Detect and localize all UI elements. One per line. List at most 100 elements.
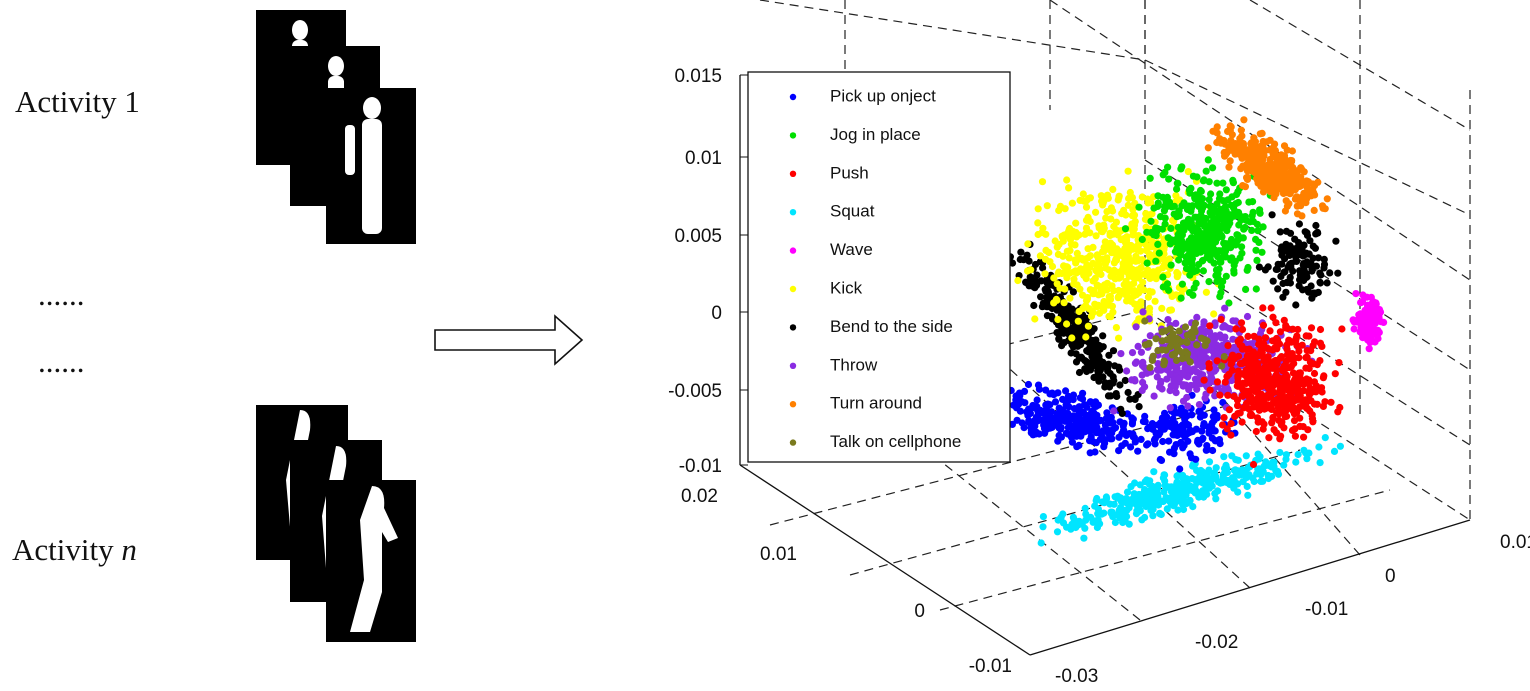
- point: [1332, 370, 1339, 377]
- point: [1135, 343, 1142, 350]
- silhouettes-1: [256, 10, 416, 244]
- point: [1240, 226, 1247, 233]
- point: [1324, 279, 1331, 286]
- point: [1337, 443, 1344, 450]
- point: [1225, 371, 1232, 378]
- point: [1375, 311, 1382, 318]
- figure: Activity 1 ...... ...... Activity n: [0, 0, 1530, 691]
- point: [1286, 190, 1293, 197]
- point: [1142, 210, 1149, 217]
- point: [1369, 327, 1376, 334]
- point: [1070, 392, 1077, 399]
- point: [1141, 317, 1148, 324]
- point: [1100, 248, 1107, 255]
- point: [1104, 365, 1111, 372]
- point: [1260, 223, 1267, 230]
- point: [1092, 336, 1099, 343]
- point: [1237, 336, 1244, 343]
- point: [1144, 440, 1151, 447]
- point: [1219, 324, 1226, 331]
- point: [1140, 418, 1147, 425]
- point: [1042, 231, 1049, 238]
- point: [1111, 501, 1118, 508]
- point: [1350, 316, 1357, 323]
- point: [1244, 313, 1251, 320]
- point: [1085, 254, 1092, 261]
- point: [1203, 254, 1210, 261]
- point: [1219, 212, 1226, 219]
- point: [1283, 413, 1290, 420]
- point: [1260, 375, 1267, 382]
- point: [1124, 257, 1131, 264]
- point: [1365, 315, 1372, 322]
- point: [1317, 326, 1324, 333]
- point: [1139, 193, 1146, 200]
- point: [1229, 317, 1236, 324]
- point: [1162, 327, 1169, 334]
- point: [1093, 346, 1100, 353]
- point: [1198, 327, 1205, 334]
- point: [1232, 325, 1239, 332]
- point: [1100, 287, 1107, 294]
- point: [1040, 513, 1047, 520]
- point: [1265, 263, 1272, 270]
- point: [1219, 421, 1226, 428]
- point: [1168, 262, 1175, 269]
- point: [1118, 498, 1125, 505]
- point: [1183, 394, 1190, 401]
- point: [1159, 264, 1166, 271]
- point: [1155, 431, 1162, 438]
- point: [1066, 226, 1073, 233]
- point: [1200, 422, 1207, 429]
- legend-marker: [790, 363, 796, 369]
- point: [1111, 362, 1118, 369]
- point: [1179, 281, 1186, 288]
- point: [1299, 286, 1306, 293]
- point: [1015, 391, 1022, 398]
- point: [1081, 357, 1088, 364]
- point: [1087, 361, 1094, 368]
- point: [1185, 203, 1192, 210]
- point: [1075, 442, 1082, 449]
- point: [1196, 401, 1203, 408]
- point: [1104, 241, 1111, 248]
- point: [1149, 357, 1156, 364]
- point: [1090, 290, 1097, 297]
- point: [1085, 323, 1092, 330]
- point: [1203, 168, 1210, 175]
- point: [1258, 401, 1265, 408]
- point: [1220, 453, 1227, 460]
- point: [1227, 432, 1234, 439]
- point: [1260, 354, 1267, 361]
- point: [1137, 481, 1144, 488]
- point: [1287, 274, 1294, 281]
- point: [1125, 389, 1132, 396]
- point: [1164, 280, 1171, 287]
- point: [1172, 320, 1179, 327]
- point: [1034, 219, 1041, 226]
- point: [1191, 325, 1198, 332]
- point: [1334, 270, 1341, 277]
- point: [1308, 324, 1315, 331]
- point: [1198, 198, 1205, 205]
- point: [1209, 420, 1216, 427]
- point: [1269, 211, 1276, 218]
- point: [1280, 396, 1287, 403]
- point: [1368, 305, 1375, 312]
- point: [1076, 369, 1083, 376]
- point: [1097, 271, 1104, 278]
- point: [1283, 183, 1290, 190]
- point: [1158, 346, 1165, 353]
- point: [1290, 369, 1297, 376]
- legend-label: Wave: [830, 240, 873, 259]
- point: [1209, 164, 1216, 171]
- point: [1176, 207, 1183, 214]
- point: [1317, 340, 1324, 347]
- point: [1090, 427, 1097, 434]
- point: [1085, 270, 1092, 277]
- point: [1247, 356, 1254, 363]
- point: [1248, 227, 1255, 234]
- point: [1244, 492, 1251, 499]
- point: [1102, 264, 1109, 271]
- point: [1296, 423, 1303, 430]
